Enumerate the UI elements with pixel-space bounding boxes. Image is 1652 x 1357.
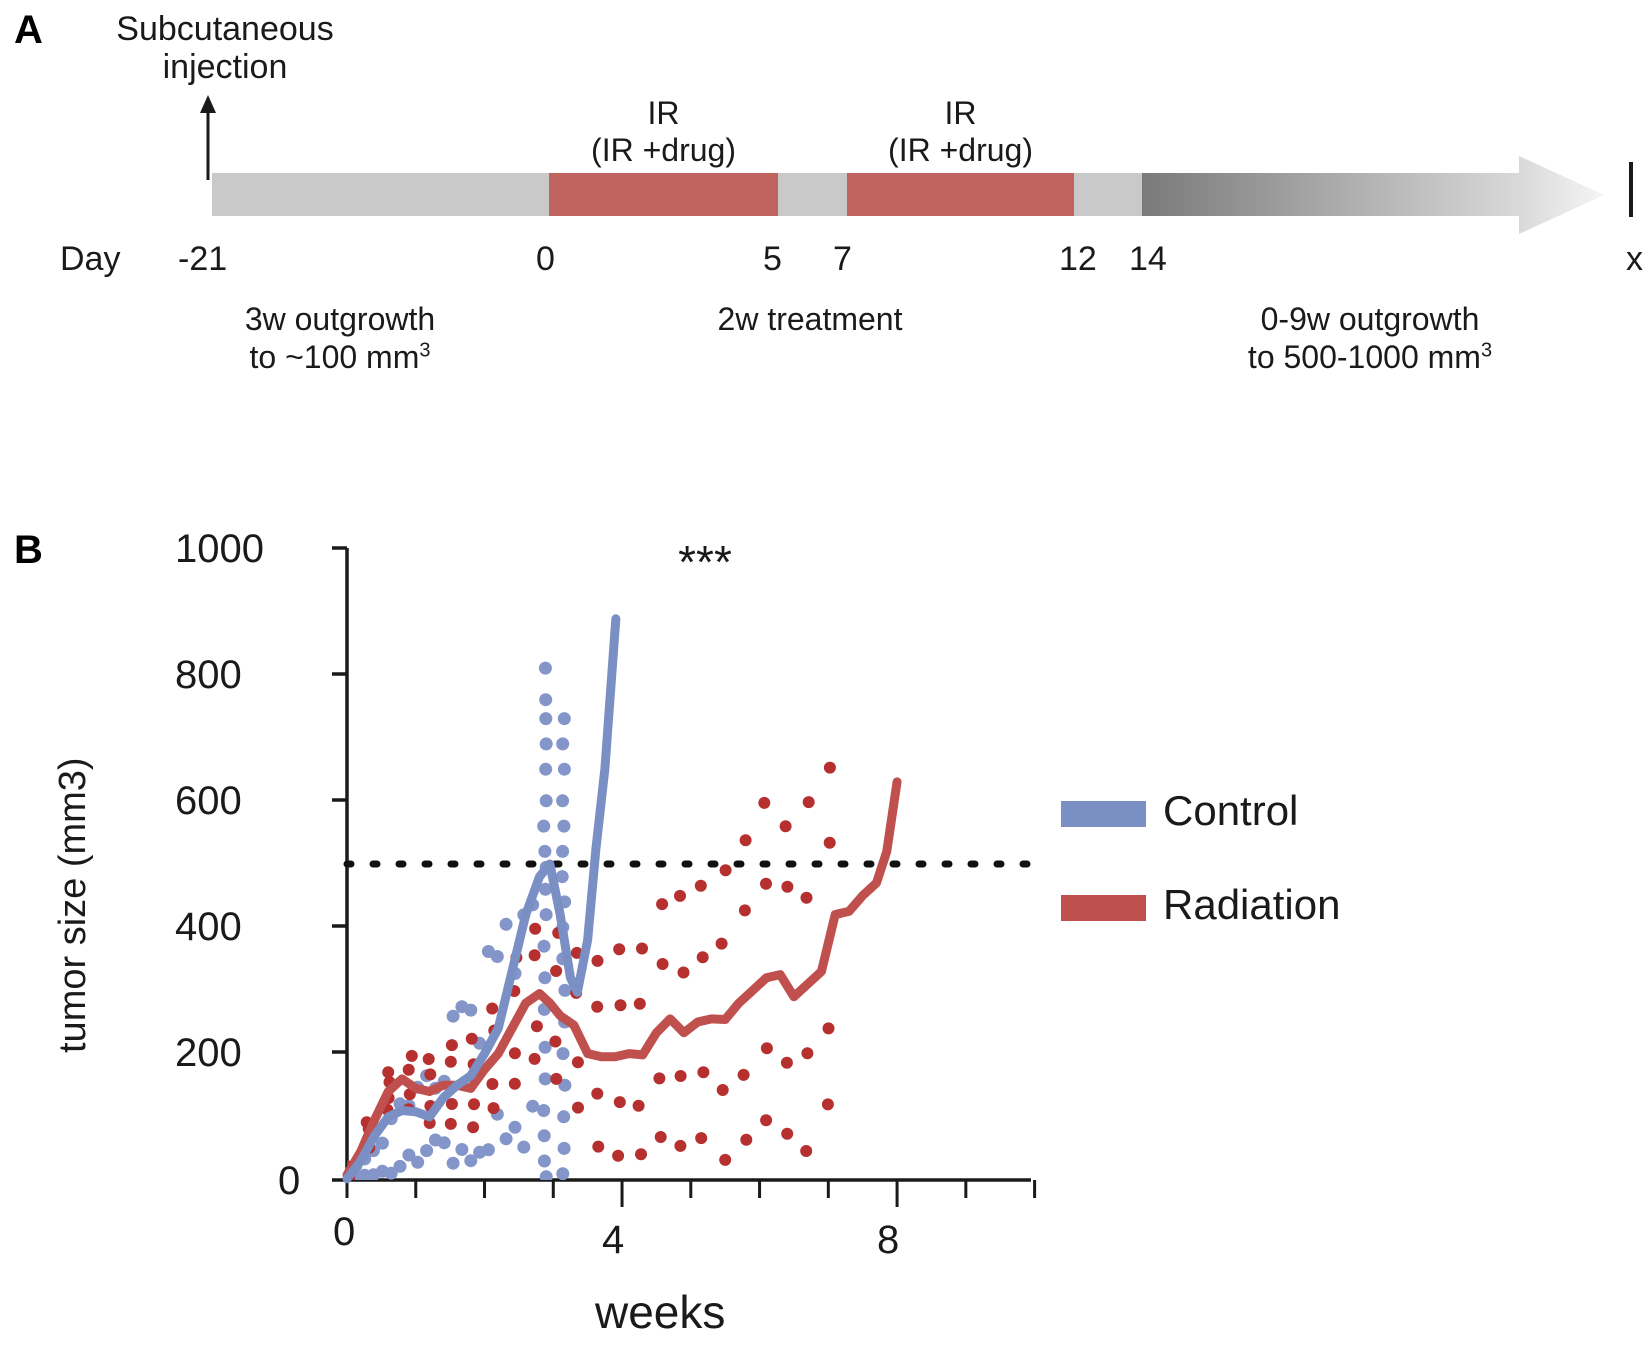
svg-text:***: *** [678,536,732,588]
